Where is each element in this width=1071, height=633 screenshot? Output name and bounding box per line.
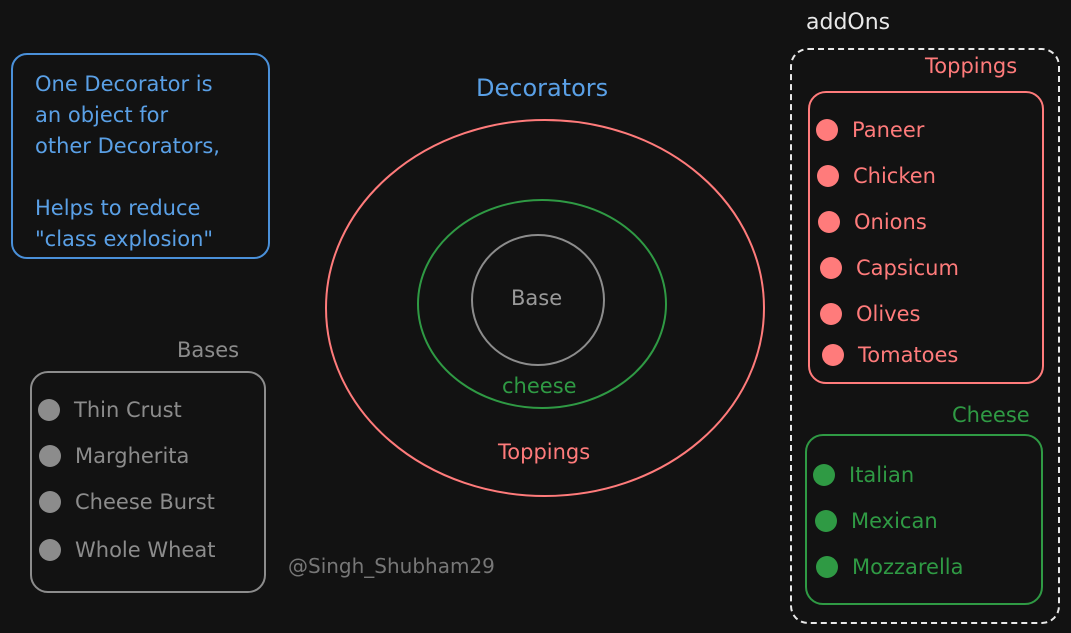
- author-credit: @Singh_Shubham29: [288, 554, 495, 578]
- list-item: Olives: [820, 302, 921, 326]
- cheese-title: Cheese: [952, 403, 1030, 427]
- base-ring: [471, 234, 605, 366]
- list-item: Paneer: [816, 118, 924, 142]
- bullet-icon: [817, 165, 839, 187]
- bullet-icon: [822, 344, 844, 366]
- bases-title: Bases: [177, 338, 240, 362]
- list-item: Mexican: [815, 509, 938, 533]
- bullet-icon: [39, 491, 61, 513]
- bullet-icon: [815, 510, 837, 532]
- list-item: Whole Wheat: [39, 538, 215, 562]
- list-item: Onions: [818, 210, 927, 234]
- cheese-ring: [417, 199, 667, 409]
- toppings-ring: [325, 119, 765, 497]
- toppings-list: [808, 91, 1044, 384]
- bullet-icon: [816, 556, 838, 578]
- bullet-icon: [816, 119, 838, 141]
- bullet-icon: [813, 464, 835, 486]
- note-text: One Decorator is an object for other Dec…: [35, 72, 220, 251]
- bullet-icon: [39, 539, 61, 561]
- toppings-title: Toppings: [925, 54, 1018, 78]
- bullet-icon: [39, 445, 61, 467]
- decorator-note: One Decorator is an object for other Dec…: [11, 53, 270, 259]
- addons-label: addOns: [806, 10, 891, 35]
- decorators-title: Decorators: [476, 74, 609, 102]
- list-item: Thin Crust: [38, 398, 182, 422]
- list-item: Cheese Burst: [39, 490, 215, 514]
- bullet-icon: [820, 303, 842, 325]
- bullet-icon: [820, 257, 842, 279]
- list-item: Margherita: [39, 444, 189, 468]
- cheese-label: cheese: [502, 374, 577, 398]
- toppings-ring-label: Toppings: [498, 440, 591, 464]
- bullet-icon: [38, 399, 60, 421]
- list-item: Mozzarella: [816, 555, 964, 579]
- cheese-list: [805, 434, 1043, 605]
- bullet-icon: [818, 211, 840, 233]
- list-item: Chicken: [817, 164, 936, 188]
- bases-list: [30, 371, 266, 593]
- addons-container: [790, 48, 1060, 624]
- base-label: Base: [511, 286, 563, 310]
- list-item: Tomatoes: [822, 343, 958, 367]
- list-item: Capsicum: [820, 256, 959, 280]
- list-item: Italian: [813, 463, 914, 487]
